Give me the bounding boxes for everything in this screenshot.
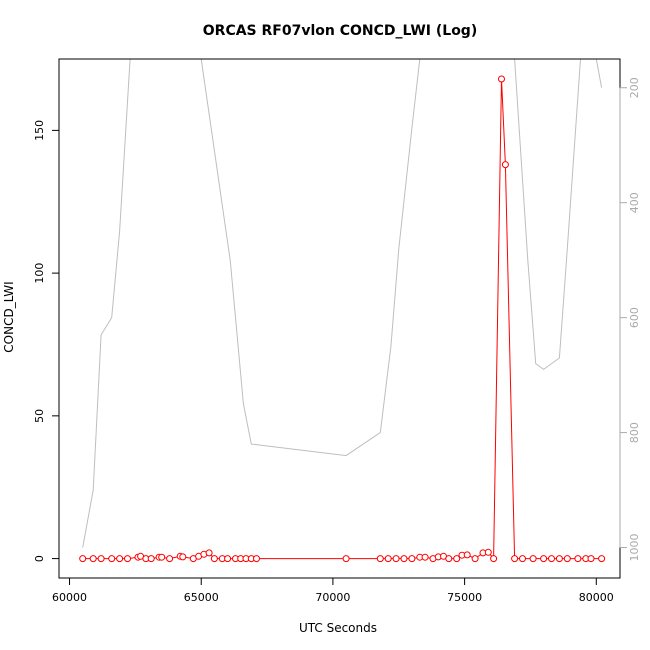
data-point xyxy=(179,553,187,561)
data-point xyxy=(484,548,492,556)
data-point xyxy=(384,555,392,563)
x-axis-label: UTC Seconds xyxy=(299,621,377,635)
data-point xyxy=(501,161,509,169)
data-point xyxy=(210,555,218,563)
data-point xyxy=(490,555,498,563)
data-point xyxy=(392,555,400,563)
data-point xyxy=(205,549,213,557)
y2-tick-label: 800 xyxy=(628,422,641,443)
series-right xyxy=(82,59,603,548)
y-axis: 0 50 100 150 xyxy=(33,120,60,562)
data-point xyxy=(116,555,124,563)
data-point xyxy=(158,553,166,561)
y-tick-label: 150 xyxy=(33,120,46,141)
y-tick-label: 100 xyxy=(33,263,46,284)
data-point xyxy=(540,555,548,563)
data-point xyxy=(587,555,595,563)
y2-tick-label: 200 xyxy=(628,77,641,98)
x-tick-label: 60000 xyxy=(52,591,87,604)
data-point xyxy=(400,555,408,563)
data-point xyxy=(97,555,105,563)
y-tick-label: 50 xyxy=(33,409,46,423)
data-point xyxy=(453,555,461,563)
data-point xyxy=(253,555,260,563)
y2-tick-label: 600 xyxy=(628,307,641,328)
data-point xyxy=(471,555,479,563)
data-point xyxy=(445,555,453,563)
x-tick-label: 75000 xyxy=(447,591,482,604)
data-point xyxy=(89,555,97,563)
series-left xyxy=(79,75,606,563)
data-point xyxy=(519,555,526,563)
data-point xyxy=(408,555,416,563)
x-axis: 60000 65000 70000 75000 80000 xyxy=(52,577,614,604)
data-point xyxy=(147,555,155,563)
data-point xyxy=(563,555,571,563)
y2-tick-label: 1000 xyxy=(628,534,641,562)
series-line-right xyxy=(82,59,603,548)
x-tick-label: 65000 xyxy=(184,591,219,604)
data-point xyxy=(574,555,582,563)
data-point xyxy=(376,555,384,563)
data-point xyxy=(498,75,505,83)
data-point xyxy=(224,555,232,563)
data-point xyxy=(124,555,131,563)
data-point xyxy=(342,555,350,563)
y-tick-label: 0 xyxy=(33,555,46,562)
chart-title: ORCAS RF07vlon CONCD_LWI (Log) xyxy=(203,23,477,39)
data-point xyxy=(166,555,174,563)
data-point xyxy=(421,553,429,561)
data-point xyxy=(548,555,555,563)
x-tick-label: 70000 xyxy=(315,591,350,604)
y-axis-label: CONCD_LWI xyxy=(2,281,16,352)
plot-frame xyxy=(58,58,621,579)
data-point xyxy=(79,555,87,563)
y2-axis: 200 400 600 800 1000 xyxy=(619,77,641,562)
series-line-left xyxy=(82,78,602,560)
data-point xyxy=(108,555,116,563)
data-point xyxy=(555,555,563,563)
data-point xyxy=(511,555,519,563)
data-point xyxy=(463,551,471,559)
y2-tick-label: 400 xyxy=(628,192,641,213)
data-point xyxy=(529,555,537,563)
data-point xyxy=(598,555,606,563)
x-tick-label: 80000 xyxy=(579,591,614,604)
